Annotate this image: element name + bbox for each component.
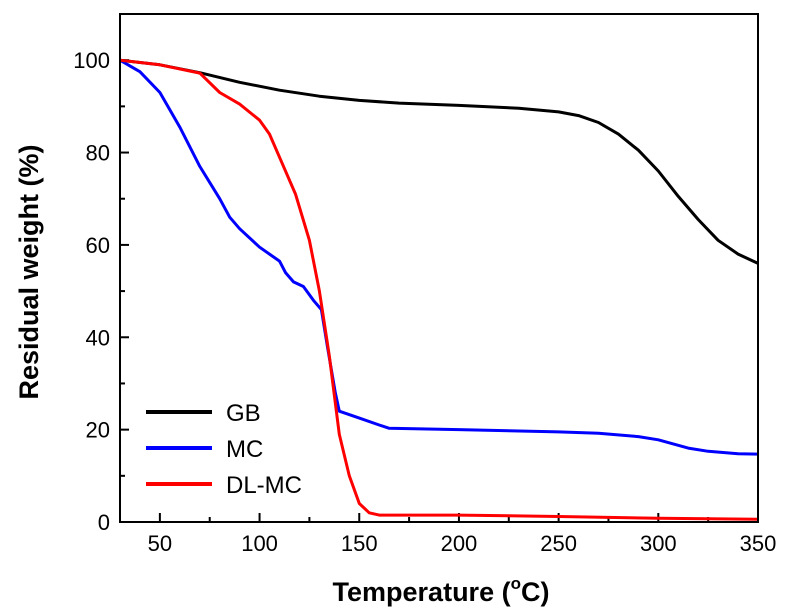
degree-superscript: o [511, 574, 521, 593]
plot-frame [119, 13, 759, 523]
x-tick-label: 250 [540, 531, 577, 556]
x-tick-label: 300 [640, 531, 677, 556]
x-tick-labels: 50 100 150 200 250 300 350 [148, 531, 777, 556]
series-lines [119, 58, 759, 521]
legend: GB MC DL-MC [146, 400, 302, 499]
legend-label-mc: MC [226, 436, 263, 463]
series-line-gb [119, 58, 759, 265]
y-tick-label: 100 [73, 48, 110, 73]
y-tick-labels: 0 20 40 60 80 100 [73, 48, 110, 535]
y-tick-label: 0 [98, 510, 110, 535]
y-tick-label: 40 [86, 325, 110, 350]
x-tick-label: 150 [341, 531, 378, 556]
y-tick-label: 20 [86, 418, 110, 443]
x-tick-label: 50 [148, 531, 172, 556]
y-tick-label: 60 [86, 233, 110, 258]
x-tick-label: 200 [441, 531, 478, 556]
legend-label-dl-mc: DL-MC [226, 472, 302, 499]
series-line-dl-mc [119, 58, 759, 521]
y-tick-label: 80 [86, 141, 110, 166]
series-line-mc [119, 58, 759, 456]
x-tick-label: 100 [241, 531, 278, 556]
x-axis-title: Temperature (oC) [333, 574, 550, 607]
x-tick-label: 350 [740, 531, 777, 556]
legend-label-gb: GB [226, 400, 261, 427]
y-axis-title: Residual weight (%) [14, 144, 44, 399]
tick-marks [120, 59, 759, 523]
